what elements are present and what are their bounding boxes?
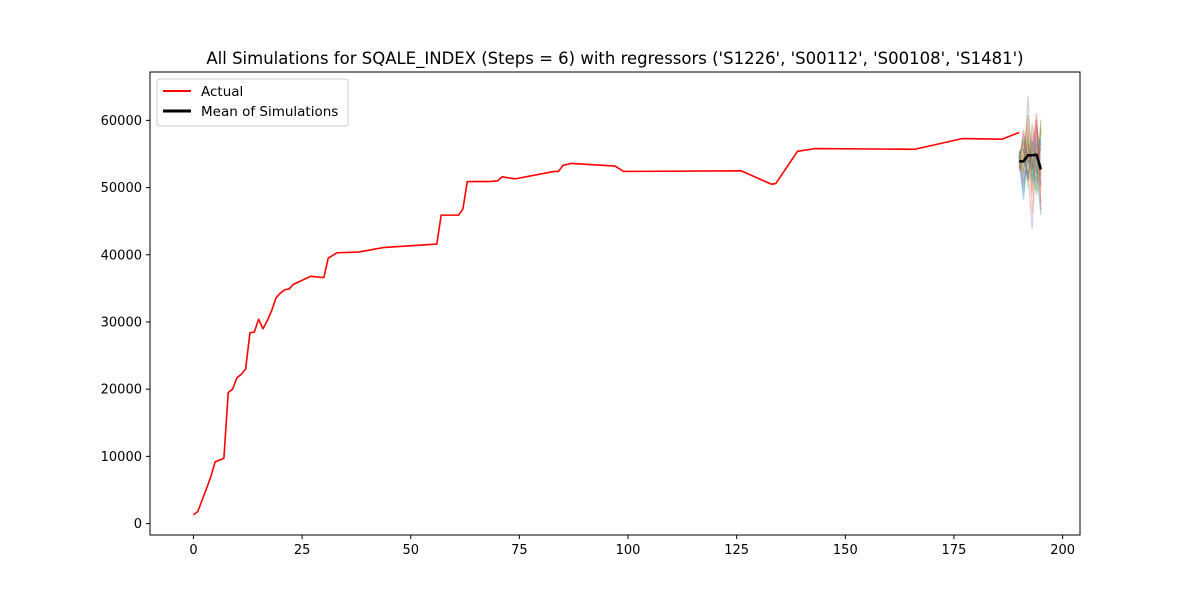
simulation-line [1018,127,1042,191]
x-tick-label: 25 [294,543,311,558]
simulation-line [1018,130,1042,177]
x-tick-label: 150 [833,543,858,558]
x-tick-label: 100 [616,543,641,558]
x-tick-label: 125 [724,543,749,558]
y-tick-label: 60000 [101,114,142,129]
simulation-line [1018,114,1042,182]
simulation-line [1018,127,1042,192]
x-tick-label: 200 [1050,543,1075,558]
simulation-line [1018,124,1042,203]
axis-ticks: 0 25 50 75 100 125 150 175 200 0 10000 20000 30000 40… [101,114,1075,558]
simulation-line [1018,113,1042,211]
y-tick-label: 20000 [101,383,142,398]
simulation-line [1018,131,1042,197]
simulation-line [1018,141,1042,216]
x-tick-label: 75 [511,543,528,558]
chart-title: All Simulations for SQALE_INDEX (Steps =… [206,49,1023,69]
y-tick-label: 50000 [101,181,142,196]
legend: Actual Mean of Simulations [156,78,349,127]
simulation-line [1018,131,1042,186]
simulation-line [1018,141,1042,190]
x-tick-label: 0 [189,543,197,558]
simulation-line [1018,132,1042,182]
y-tick-label: 30000 [101,315,142,330]
y-tick-label: 0 [134,517,142,532]
legend-label-actual: Actual [201,84,243,100]
simulation-line [1018,119,1042,177]
x-tick-label: 175 [942,543,967,558]
actual-series-line [192,131,1020,516]
mean-series-line [1019,153,1043,170]
simulation-line [1018,139,1042,176]
y-tick-label: 40000 [101,248,142,263]
simulation-line [1018,135,1042,189]
simulation-line [1018,134,1042,194]
legend-box [156,78,349,127]
x-tick-label: 50 [402,543,419,558]
simulation-line [1018,141,1042,230]
axes-frame [149,71,1081,536]
simulation-line [1018,137,1042,196]
simulation-line [1018,122,1042,189]
legend-label-mean: Mean of Simulations [201,104,338,120]
series-lines [192,131,1043,516]
simulation-line [1018,135,1042,180]
simulation-line [1018,127,1042,181]
y-tick-label: 10000 [101,450,142,465]
